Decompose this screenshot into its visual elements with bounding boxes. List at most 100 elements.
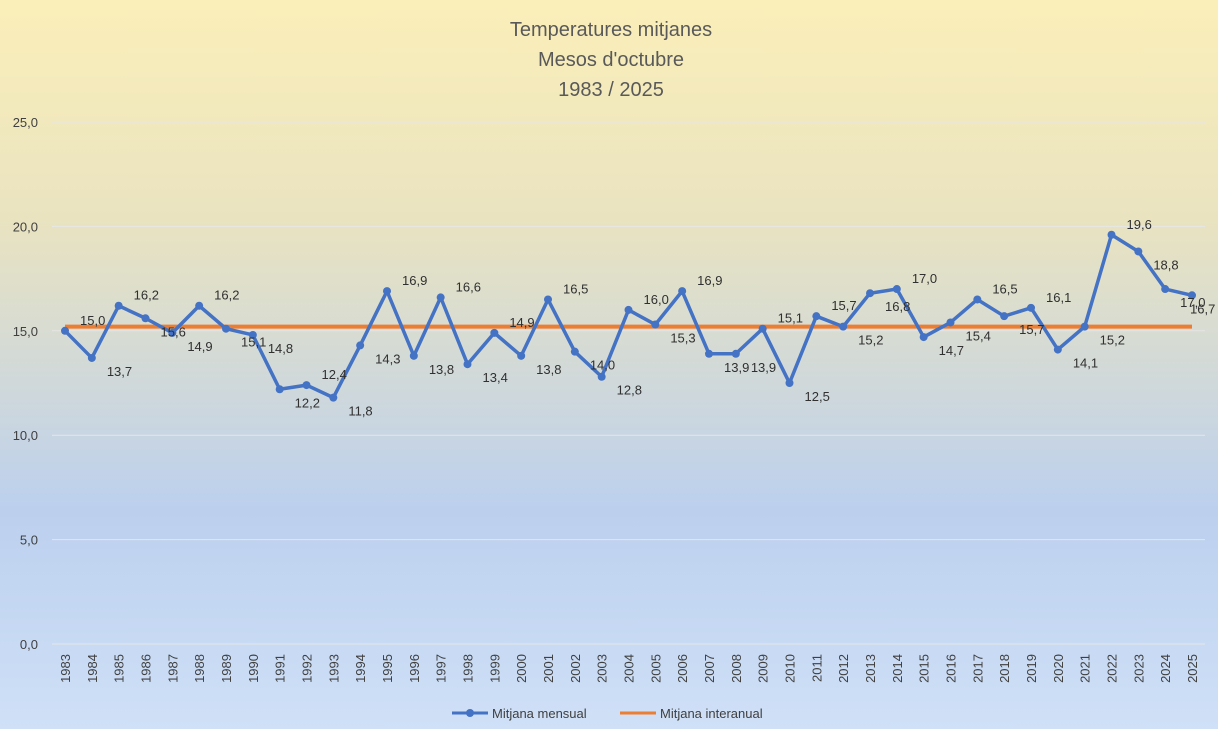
chart-title-line-1: Temperatures mitjanes — [510, 19, 712, 41]
data-point — [1080, 322, 1089, 331]
x-tick-label: 2018 — [997, 654, 1012, 683]
data-point — [248, 330, 257, 339]
data-point — [785, 379, 794, 387]
x-tick-label: 2017 — [970, 654, 985, 683]
y-tick-label: 10,0 — [13, 428, 38, 443]
data-point — [1134, 247, 1143, 256]
x-tick-label: 2009 — [756, 654, 771, 683]
data-point — [141, 314, 150, 323]
x-tick-label: 1988 — [192, 654, 207, 683]
data-label: 11,8 — [348, 404, 372, 419]
data-label: 16,0 — [644, 292, 669, 307]
data-point — [87, 353, 96, 362]
data-point — [570, 347, 579, 356]
x-tick-label: 2021 — [1078, 654, 1093, 683]
data-label: 15,1 — [241, 335, 266, 350]
data-label: 15,2 — [1100, 333, 1125, 348]
data-label: 13,9 — [751, 360, 776, 375]
data-point — [705, 349, 713, 358]
data-point — [946, 318, 955, 327]
data-label: 16,9 — [402, 273, 427, 288]
x-tick-label: 2005 — [648, 654, 663, 683]
x-tick-label: 1989 — [219, 654, 234, 683]
data-point — [436, 293, 445, 302]
x-tick-label: 1993 — [326, 654, 341, 683]
data-point — [517, 351, 526, 360]
data-label: 15,6 — [161, 324, 186, 339]
y-tick-label: 20,0 — [13, 219, 38, 234]
legend-interanual-label: Mitjana interanual — [660, 706, 763, 721]
y-axis-ticks: 0,0 5,0 10,0 15,0 20,0 25,0 — [13, 115, 38, 652]
data-label: 15,3 — [670, 331, 695, 346]
x-tick-label: 2020 — [1051, 654, 1066, 683]
data-label: 14,9 — [187, 339, 212, 354]
legend: Mitjana mensual Mitjana interanual — [452, 706, 763, 721]
data-label: 12,4 — [322, 367, 347, 382]
data-point — [839, 322, 848, 331]
data-label: 16,2 — [134, 288, 159, 303]
x-tick-label: 2006 — [675, 654, 690, 683]
x-tick-label: 1999 — [487, 654, 502, 683]
data-label: 16,1 — [1046, 290, 1071, 305]
data-label: 15,1 — [778, 311, 803, 326]
x-tick-label: 1996 — [407, 654, 422, 683]
data-label: 13,9 — [724, 360, 749, 375]
x-tick-label: 2002 — [568, 654, 583, 683]
data-label: 14,9 — [509, 315, 534, 330]
legend-mensual-marker — [466, 709, 474, 717]
data-label: 12,5 — [805, 389, 830, 404]
x-tick-label: 2019 — [1024, 654, 1039, 683]
data-point — [168, 328, 177, 337]
chart-title-line-2: Mesos d'octubre — [538, 49, 684, 71]
x-tick-label: 2003 — [595, 654, 610, 683]
data-point — [1107, 230, 1116, 239]
x-tick-label: 1986 — [139, 654, 154, 683]
data-point — [409, 351, 418, 360]
data-point — [866, 289, 874, 298]
x-tick-label: 1987 — [165, 654, 180, 683]
data-label: 14,8 — [268, 341, 293, 356]
data-point — [302, 381, 311, 390]
x-tick-label: 2008 — [729, 654, 744, 683]
data-label: 18,8 — [1153, 257, 1178, 272]
x-axis-ticks: 1983 1984 1985 1986 1987 1988 1989 1990 1991 1992… — [58, 654, 1200, 683]
data-label: 16,9 — [697, 273, 722, 288]
x-tick-label: 2022 — [1105, 654, 1120, 683]
data-label: 16,5 — [563, 281, 588, 296]
x-tick-label: 2004 — [622, 654, 637, 683]
data-point — [1161, 285, 1170, 294]
data-label: 16,8 — [885, 299, 910, 314]
data-label: 13,4 — [483, 370, 508, 385]
x-tick-label: 1985 — [112, 654, 127, 683]
x-tick-label: 2007 — [702, 654, 717, 683]
legend-mensual-label: Mitjana mensual — [492, 706, 587, 721]
data-point — [597, 372, 606, 381]
data-point — [329, 393, 338, 402]
data-label: 17,0 — [912, 271, 937, 286]
x-tick-label: 1998 — [461, 654, 476, 683]
data-label: 16,6 — [456, 279, 481, 294]
data-point — [758, 324, 767, 333]
x-tick-label: 2000 — [514, 654, 529, 683]
data-label: 15,0 — [80, 313, 105, 328]
data-point — [919, 333, 928, 342]
data-point — [356, 341, 365, 350]
data-label: 12,2 — [295, 395, 320, 410]
x-tick-label: 2010 — [783, 654, 798, 683]
data-label: 14,1 — [1073, 356, 1098, 371]
data-point — [463, 360, 472, 369]
data-label: 16,2 — [214, 288, 239, 303]
data-label: 13,8 — [429, 362, 454, 377]
data-point — [275, 385, 284, 394]
x-tick-label: 2016 — [944, 654, 959, 683]
data-labels: 15,013,716,215,614,916,215,1 14,812,212,4… — [80, 217, 1215, 419]
data-label: 15,4 — [966, 328, 991, 343]
data-label: 15,7 — [1019, 322, 1044, 337]
chart-title-line-3: 1983 / 2025 — [558, 79, 664, 101]
x-tick-label: 2024 — [1158, 654, 1173, 683]
data-label: 16,5 — [992, 281, 1017, 296]
data-label: 15,7 — [831, 298, 856, 313]
data-point — [383, 287, 391, 296]
y-tick-label: 15,0 — [13, 324, 38, 339]
